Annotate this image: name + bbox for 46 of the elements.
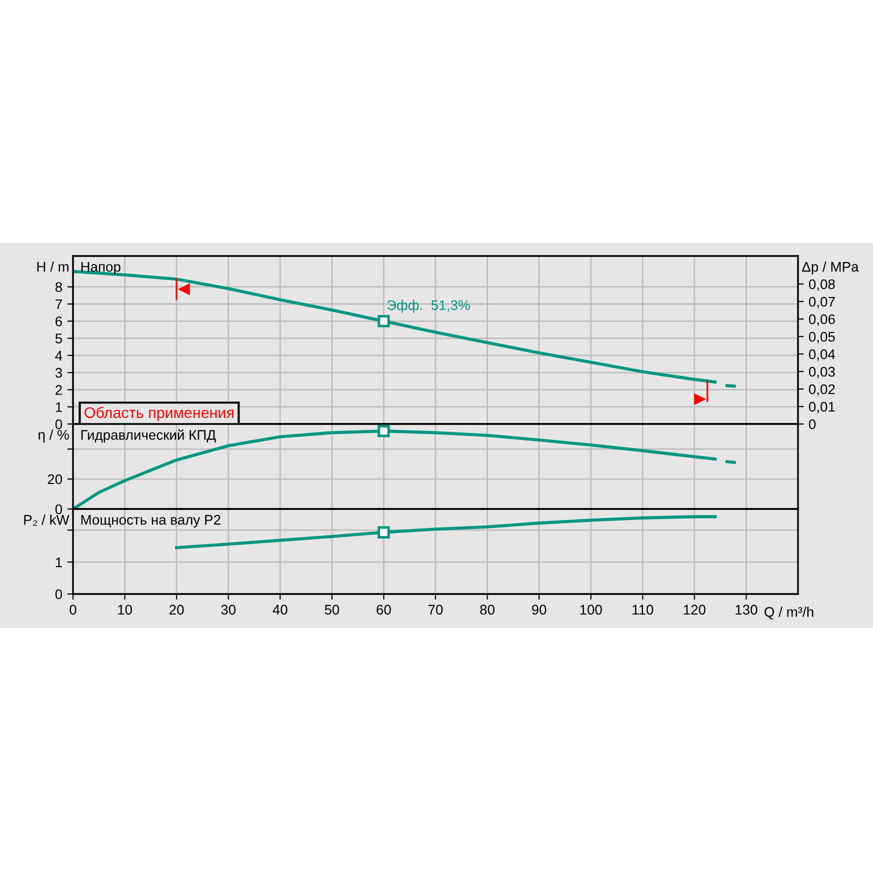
y-tick-label: 2 (56, 385, 62, 395)
x-tick-label: 10 (118, 604, 132, 615)
x-tick-label: 40 (272, 604, 288, 615)
y-axis-title: P₂ / kW (24, 514, 70, 526)
y-tick-label: 0 (55, 504, 62, 514)
y-tick-label: 8 (55, 282, 62, 292)
y-tick-label: 4 (55, 350, 62, 360)
x-tick-label: 20 (170, 604, 184, 615)
y2-tick-label: 0,06 (808, 314, 835, 326)
y2-tick-label: 0,04 (808, 349, 836, 361)
x-tick-label: 60 (376, 604, 391, 615)
y2-tick-label: 0,03 (808, 366, 835, 378)
x-tick-label: 90 (532, 604, 546, 615)
annotation: Эфф. 51,3% (387, 300, 470, 313)
y-tick-label: 1 (56, 558, 62, 568)
y2-tick-label: 0 (808, 419, 816, 430)
x-tick-label: 80 (480, 604, 494, 615)
y2-tick-label: 0,05 (808, 332, 835, 344)
y-tick-label: 0 (55, 419, 62, 430)
x-tick-label: 110 (632, 604, 654, 615)
y2-tick-label: 0,02 (808, 384, 835, 396)
x-tick-label: 120 (684, 604, 706, 615)
y-tick-label: 3 (55, 368, 62, 378)
x-tick-label: 100 (580, 604, 602, 615)
x-tick-label: 130 (736, 604, 758, 615)
x-axis-title: Q / m³/h (764, 606, 814, 620)
annotation: Гидравлический КПД (81, 429, 216, 443)
x-tick-label: 50 (324, 604, 340, 615)
y-tick-label: 7 (56, 299, 62, 310)
annotation: Мощность на валу P2 (81, 514, 220, 528)
x-tick-label: 0 (70, 604, 76, 615)
y-axis-title: η / % (38, 430, 69, 442)
y2-tick-label: 0,07 (808, 296, 835, 308)
y-tick-label: 20 (48, 474, 62, 484)
annotation: Напор (81, 262, 120, 274)
y2-tick-label: 0,01 (808, 402, 835, 414)
y-tick-label: 6 (56, 316, 62, 326)
y-tick-label: 1 (56, 402, 62, 412)
y-axis-title: H / m (37, 262, 68, 272)
x-tick-label: 70 (428, 604, 443, 615)
y-tick-label: 5 (55, 334, 62, 344)
y2-tick-label: 0,08 (808, 279, 835, 291)
y-tick-label: 0 (55, 589, 62, 600)
y2-axis-title: Δp / MPa (802, 262, 859, 274)
x-tick-label: 30 (221, 604, 236, 615)
ref-line-label: Область применения (84, 406, 234, 422)
